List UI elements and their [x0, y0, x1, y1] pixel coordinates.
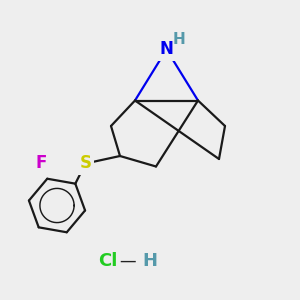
Text: —: —: [119, 252, 136, 270]
Text: F: F: [36, 154, 47, 172]
Text: H: H: [142, 252, 158, 270]
Text: H: H: [173, 32, 185, 47]
Text: Cl: Cl: [98, 252, 117, 270]
Text: S: S: [80, 154, 92, 172]
Text: N: N: [160, 40, 173, 58]
